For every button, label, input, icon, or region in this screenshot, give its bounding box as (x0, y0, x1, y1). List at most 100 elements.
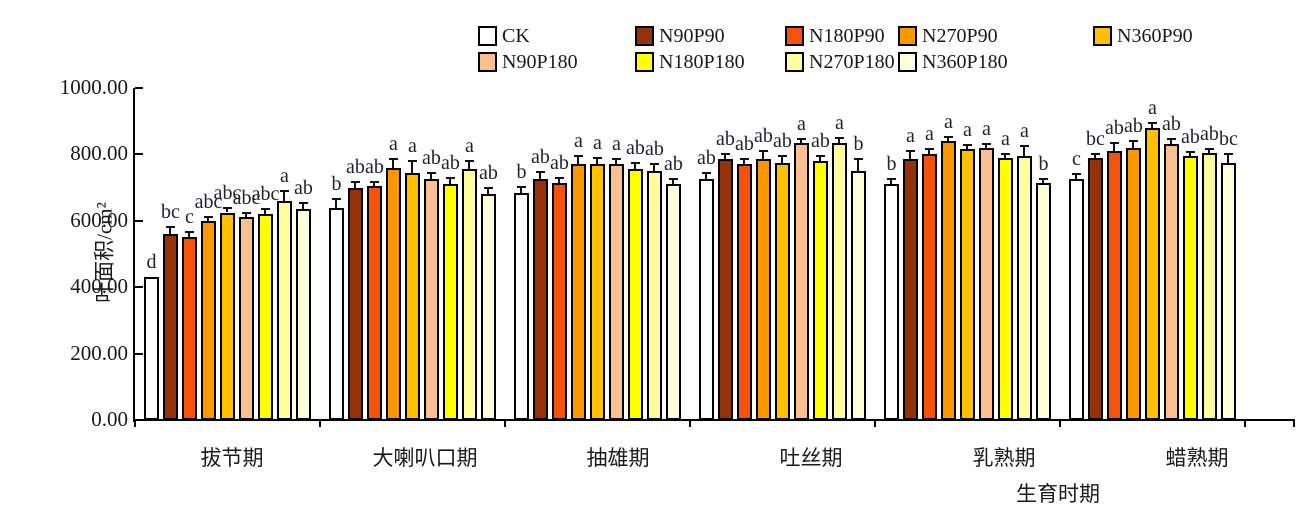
error-bar (1189, 152, 1191, 157)
x-tick-mark (874, 420, 876, 427)
legend-swatch (478, 52, 497, 72)
sig-letter: ab (550, 151, 569, 174)
error-bar (1075, 174, 1077, 180)
error-bar (335, 199, 337, 208)
error-bar-cap (299, 202, 308, 205)
error-bar-cap (593, 157, 602, 160)
error-bar (743, 159, 745, 165)
bar (348, 187, 363, 420)
sig-letter: abc (251, 183, 280, 206)
error-bar-cap (389, 158, 398, 161)
y-tick-label: 0.00 (91, 407, 128, 431)
bar (386, 167, 401, 420)
error-bar (392, 159, 394, 168)
legend-label: N90P180 (502, 51, 578, 73)
error-bar-cap (1072, 173, 1081, 176)
error-bar (947, 137, 949, 142)
error-bar-cap (982, 142, 991, 145)
bar (239, 217, 254, 420)
y-tick-mark (135, 419, 143, 421)
error-bar-cap (555, 176, 564, 179)
error-bar (354, 181, 356, 188)
error-bar-cap (778, 155, 787, 158)
bar (258, 214, 273, 420)
legend-swatch (785, 52, 804, 72)
legend-item: N360P90 (1093, 26, 1193, 46)
bar (1069, 179, 1084, 420)
bar (884, 184, 899, 420)
error-bar-cap (408, 160, 417, 163)
sig-letter: ab (479, 161, 498, 184)
error-bar (1227, 154, 1229, 163)
bar (666, 184, 681, 420)
error-bar (577, 156, 579, 165)
y-axis-title: 叶面积/cm² (92, 202, 117, 303)
legend-item: N270P180 (785, 52, 895, 72)
bar (220, 212, 235, 420)
error-bar-cap (1110, 141, 1119, 144)
sig-letter: c (1072, 148, 1081, 171)
legend-label: N180P90 (809, 25, 885, 47)
error-bar-cap (944, 136, 953, 139)
sig-letter: ab (422, 146, 441, 169)
bar (851, 171, 866, 420)
bar (1088, 157, 1103, 420)
error-bar (819, 156, 821, 162)
y-tick-label: 200.00 (70, 340, 128, 365)
bar (813, 161, 828, 420)
error-bar-cap (1129, 140, 1138, 143)
error-bar (449, 178, 451, 185)
sig-letter: a (593, 132, 602, 155)
legend-label: N180P180 (659, 51, 745, 73)
legend-swatch (635, 26, 654, 46)
y-tick-mark (135, 87, 143, 89)
sig-letter: abc (213, 181, 242, 204)
legend-swatch (785, 26, 804, 46)
bar (514, 192, 529, 420)
error-bar (1004, 153, 1006, 158)
legend-swatch (898, 52, 917, 72)
sig-letter: ab (735, 133, 754, 156)
error-bar-cap (1020, 145, 1029, 148)
legend-label: N360P90 (1117, 25, 1193, 47)
legend-swatch (478, 26, 497, 46)
sig-letter: b (1038, 152, 1049, 175)
error-bar (890, 179, 892, 185)
x-category-label: 抽雄期 (586, 446, 650, 470)
error-bar (1023, 146, 1025, 157)
error-bar-cap (1186, 151, 1195, 154)
sig-letter: a (835, 111, 844, 134)
error-bar (468, 161, 470, 170)
error-bar (1151, 122, 1153, 128)
error-bar-cap (465, 160, 474, 163)
bar (1202, 152, 1217, 420)
error-bar (264, 209, 266, 215)
error-bar-cap (740, 158, 749, 161)
bar (756, 159, 771, 420)
bar (794, 142, 809, 420)
error-bar (615, 159, 617, 165)
y-tick-label: 400.00 (70, 274, 128, 299)
error-bar (430, 172, 432, 180)
error-bar-cap (925, 148, 934, 151)
sig-letter: a (906, 125, 915, 148)
bar (832, 142, 847, 420)
error-bar (520, 186, 522, 193)
error-bar-cap (906, 150, 915, 153)
bar (1017, 156, 1032, 420)
bar (1183, 156, 1198, 420)
sig-letter: a (1001, 127, 1010, 150)
error-bar (539, 171, 541, 180)
legend-item: N90P90 (635, 26, 725, 46)
error-bar (653, 164, 655, 171)
error-bar (596, 158, 598, 165)
error-bar-cap (351, 180, 360, 183)
error-bar-cap (963, 144, 972, 147)
error-bar (283, 190, 285, 201)
legend-item: N180P180 (635, 52, 745, 72)
bar (609, 164, 624, 420)
sig-letter: ab (365, 155, 384, 178)
error-bar-cap (854, 158, 863, 161)
error-bar-cap (797, 137, 806, 140)
